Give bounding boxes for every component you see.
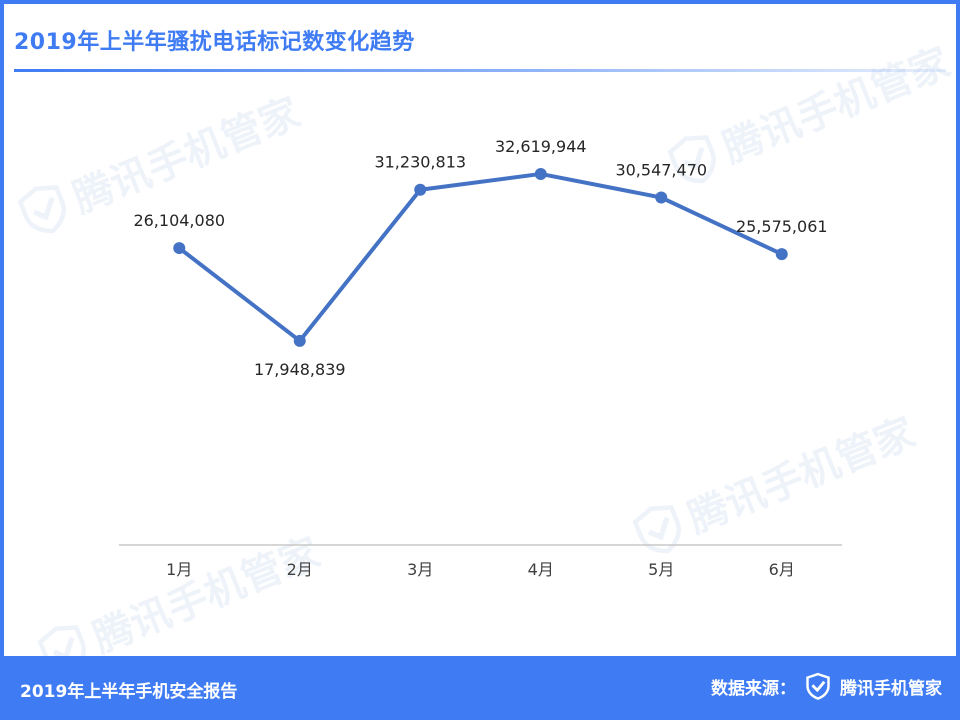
data-point [775, 248, 788, 261]
tencent-shield-icon [17, 185, 66, 234]
series-line [177, 171, 784, 343]
x-tick-label: 3月 [407, 560, 433, 579]
tencent-shield-icon [806, 672, 830, 700]
page-title: 2019年上半年骚扰电话标记数变化趋势 [14, 30, 415, 55]
data-point [414, 183, 427, 196]
data-label: 26,104,080 [133, 211, 225, 230]
data-source: 数据来源： 腾讯手机管家 [711, 672, 942, 700]
data-point [293, 334, 306, 347]
data-point [655, 191, 668, 204]
brand-name: 腾讯手机管家 [840, 678, 942, 699]
source-label: 数据来源： [711, 678, 796, 699]
footer-bar: 2019年上半年手机安全报告 数据来源： 腾讯手机管家 [0, 656, 960, 720]
data-point [173, 242, 186, 255]
data-point [534, 167, 547, 180]
tencent-shield-icon [667, 135, 716, 184]
data-label: 32,619,944 [495, 137, 587, 156]
data-label: 30,547,470 [615, 161, 707, 180]
data-label: 25,575,061 [736, 217, 828, 236]
report-name: 2019年上半年手机安全报告 [20, 682, 238, 702]
x-tick-label: 1月 [166, 560, 192, 579]
x-tick-label: 2月 [287, 560, 313, 579]
watermark: 腾讯手机管家 [9, 80, 307, 245]
title-underline [14, 69, 946, 72]
watermark: 腾讯手机管家 [624, 400, 922, 565]
x-tick-label: 4月 [528, 560, 554, 579]
data-label: 17,948,839 [254, 360, 346, 379]
x-tick-label: 5月 [648, 560, 674, 579]
x-tick-label: 6月 [769, 560, 795, 579]
data-label: 31,230,813 [374, 153, 466, 172]
watermark: 腾讯手机管家 [659, 30, 957, 195]
line-chart: 1月 2月 3月 4月 5月 6月 26,104,080 17,948,839 31,230,8… [119, 137, 842, 579]
tencent-shield-icon [632, 505, 681, 554]
